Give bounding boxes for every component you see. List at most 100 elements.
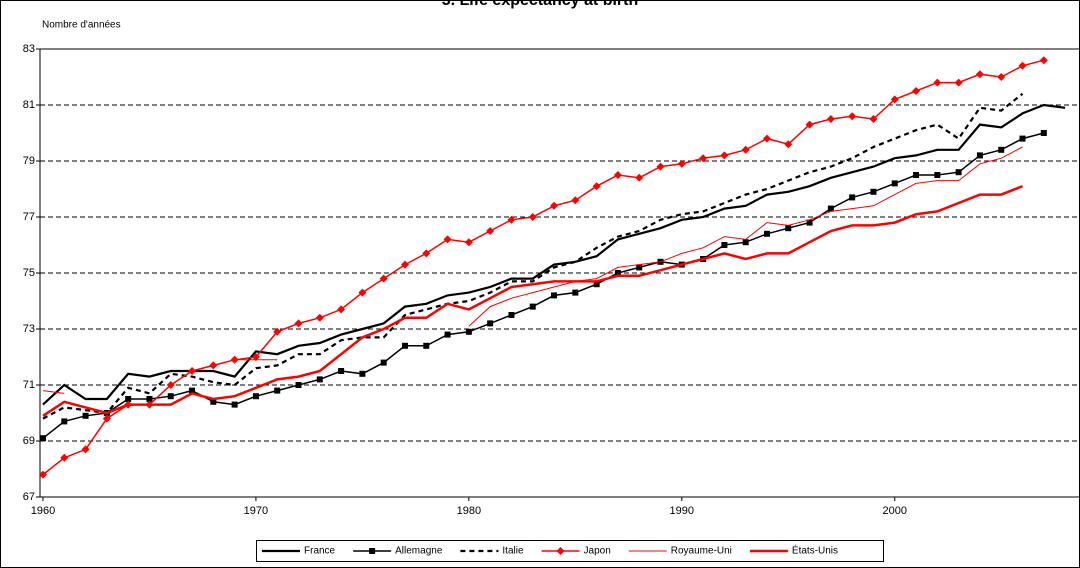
data-point	[251, 353, 260, 361]
data-point	[295, 382, 302, 388]
series-line	[42, 132, 1044, 439]
data-point	[316, 376, 323, 383]
data-point	[572, 289, 579, 296]
data-point	[464, 238, 473, 247]
data-point	[273, 327, 282, 336]
data-point	[400, 260, 409, 269]
data-point	[556, 547, 565, 555]
data-point	[422, 249, 431, 258]
y-tick-label: 83	[23, 43, 35, 55]
x-tick-label: 2000	[882, 505, 906, 517]
series-line	[42, 103, 1066, 406]
data-point	[784, 140, 793, 149]
data-point	[338, 368, 345, 374]
data-point	[827, 205, 834, 212]
data-point	[721, 242, 728, 248]
data-point	[188, 367, 197, 375]
data-point	[252, 393, 259, 400]
data-point	[741, 145, 750, 154]
data-point	[890, 95, 899, 104]
data-point	[571, 196, 580, 205]
y-tick-label: 73	[23, 323, 35, 335]
data-point	[848, 112, 857, 121]
series-line	[42, 146, 1023, 394]
x-tick-label: 1960	[31, 505, 55, 517]
data-point	[369, 548, 376, 554]
y-tick-label: 79	[23, 155, 35, 167]
y-tick-label: 81	[23, 99, 35, 111]
data-point	[379, 274, 388, 283]
data-point	[146, 396, 153, 402]
series-line	[42, 59, 1044, 476]
y-tick-label: 71	[23, 379, 35, 391]
data-point	[699, 154, 708, 163]
data-point	[358, 288, 367, 297]
data-point	[167, 393, 174, 400]
data-point	[487, 320, 494, 327]
data-point	[315, 313, 324, 322]
data-point	[913, 172, 920, 178]
chart-title: 3. Life expectancy at birth	[442, 0, 639, 9]
data-point	[593, 281, 600, 288]
data-point	[805, 120, 814, 129]
data-point	[337, 305, 346, 314]
series-line	[42, 92, 1024, 420]
data-point	[508, 312, 515, 318]
data-point	[592, 182, 601, 191]
data-point	[870, 188, 877, 195]
data-point	[934, 172, 941, 178]
data-point	[231, 401, 238, 408]
y-tick-label: 69	[23, 435, 35, 447]
data-point	[60, 453, 69, 462]
legend-label: Italie	[502, 546, 524, 557]
data-point	[933, 78, 942, 87]
data-point	[954, 78, 963, 87]
data-point	[529, 303, 536, 310]
y-tick-label: 77	[23, 211, 35, 223]
data-point	[423, 342, 430, 349]
data-point	[380, 359, 387, 366]
series-line	[42, 185, 1023, 417]
data-point	[528, 213, 537, 221]
data-point	[763, 230, 770, 237]
data-point	[401, 342, 408, 349]
data-point	[166, 381, 175, 389]
data-point	[912, 87, 921, 95]
data-point	[826, 115, 835, 123]
data-point	[81, 445, 90, 454]
data-point	[443, 235, 452, 244]
data-point	[444, 331, 451, 338]
y-tick-label: 67	[23, 491, 35, 503]
data-point	[869, 115, 878, 123]
legend-label: États-Unis	[792, 544, 838, 557]
data-point	[636, 264, 643, 271]
legend-label: France	[304, 546, 336, 557]
data-point	[997, 73, 1006, 81]
data-point	[1040, 130, 1047, 136]
data-point	[806, 219, 813, 226]
data-point	[785, 225, 792, 232]
data-point	[1019, 135, 1026, 142]
data-point	[635, 173, 644, 182]
data-point	[274, 387, 281, 394]
data-point	[1039, 56, 1048, 65]
data-point	[614, 270, 621, 276]
data-point	[102, 414, 111, 423]
data-point	[613, 171, 622, 179]
legend-label: Japon	[584, 546, 611, 557]
legend-label: Royaume-Uni	[671, 546, 732, 557]
data-point	[656, 162, 665, 171]
data-point	[720, 151, 729, 160]
data-point	[891, 180, 898, 187]
x-tick-label: 1990	[670, 505, 694, 517]
data-point	[486, 227, 495, 235]
data-point	[125, 396, 132, 402]
data-point	[1018, 61, 1027, 70]
data-point	[762, 134, 771, 143]
y-tick-label: 75	[23, 267, 35, 279]
data-point	[976, 152, 983, 159]
data-point	[742, 239, 749, 246]
data-point	[975, 70, 984, 79]
data-point	[998, 146, 1005, 153]
